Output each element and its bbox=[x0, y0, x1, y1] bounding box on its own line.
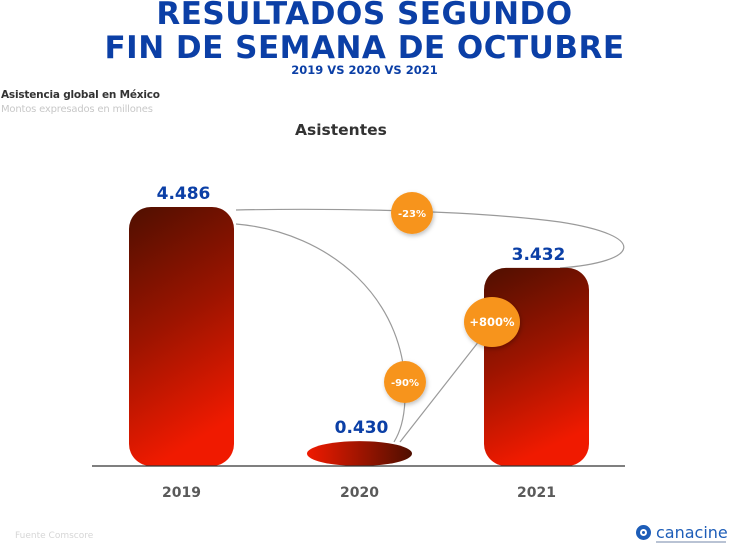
change-label: -23% bbox=[398, 209, 426, 220]
title-line-1: RESULTADOS SEGUNDO bbox=[156, 0, 573, 32]
labels: 4.486 2019 0.430 2020 3.432 2021 bbox=[157, 184, 566, 501]
canacine-logo-icon bbox=[636, 525, 651, 540]
value-label: 4.486 bbox=[157, 184, 211, 204]
title-line-2: FIN DE SEMANA DE OCTUBRE bbox=[104, 30, 625, 66]
value-label: 0.430 bbox=[335, 418, 389, 438]
side-title: Asistencia global en México bbox=[1, 89, 160, 101]
change-bubble bbox=[464, 297, 520, 347]
subtitle: 2019 VS 2020 VS 2021 bbox=[291, 63, 438, 77]
category-label: 2020 bbox=[340, 485, 379, 501]
change-label: -90% bbox=[391, 378, 419, 389]
canacine-logo: canacine bbox=[636, 522, 728, 543]
source-note: Fuente Comscore bbox=[15, 531, 94, 541]
connector-2019-2020 bbox=[235, 223, 406, 443]
change-bubble bbox=[384, 361, 426, 403]
bar-2020 bbox=[307, 441, 412, 466]
connector-2019-2021 bbox=[235, 208, 625, 269]
change-bubble bbox=[391, 192, 433, 234]
logo-tagline-line bbox=[656, 541, 726, 543]
side-subtitle: Montos expresados en millones bbox=[1, 104, 153, 115]
bar-2019 bbox=[129, 207, 234, 466]
bubbles: -23% -90% +800% bbox=[384, 192, 520, 403]
logo-text: canacine bbox=[656, 522, 728, 542]
chart-title: Asistentes bbox=[295, 121, 387, 139]
value-label: 3.432 bbox=[512, 245, 566, 265]
change-label: +800% bbox=[469, 315, 515, 329]
bar-2021 bbox=[484, 267, 589, 466]
category-label: 2019 bbox=[162, 485, 201, 501]
category-label: 2021 bbox=[517, 485, 556, 501]
